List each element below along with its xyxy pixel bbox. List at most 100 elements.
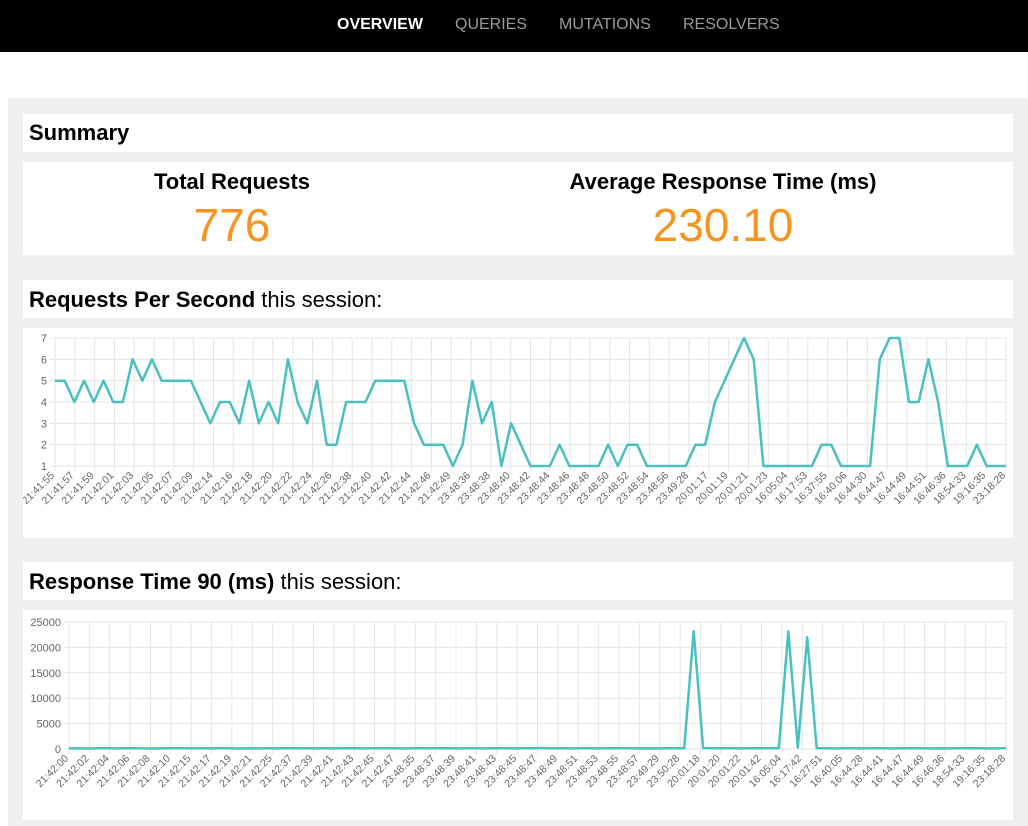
rps-data-point bbox=[724, 380, 726, 382]
total-requests-label: Total Requests bbox=[153, 169, 311, 194]
rt-data-point bbox=[702, 747, 704, 749]
rps-data-point bbox=[588, 465, 590, 467]
rps-data-point bbox=[772, 465, 774, 467]
rps-data-point bbox=[792, 465, 794, 467]
rps-data-point bbox=[753, 358, 755, 360]
rps-data-point bbox=[306, 422, 308, 424]
rt-data-point bbox=[484, 747, 486, 749]
rt-data-point bbox=[570, 747, 572, 749]
rps-data-point bbox=[151, 358, 153, 360]
rps-data-point bbox=[840, 465, 842, 467]
rps-ytick-label: 1 bbox=[41, 461, 47, 473]
rt-data-point bbox=[835, 747, 837, 749]
rt-data-point bbox=[797, 746, 799, 748]
rps-data-point bbox=[180, 380, 182, 382]
rps-data-point bbox=[733, 358, 735, 360]
rps-data-point bbox=[918, 401, 920, 403]
rt-data-point bbox=[447, 747, 449, 749]
rt-data-point bbox=[466, 747, 468, 749]
rps-data-point bbox=[103, 380, 105, 382]
rps-data-point bbox=[510, 422, 512, 424]
rps-data-point bbox=[413, 422, 415, 424]
rt-ytick-label: 15000 bbox=[30, 668, 61, 680]
rps-data-point bbox=[617, 465, 619, 467]
summary-title: Summary bbox=[29, 120, 130, 145]
rt-data-point bbox=[418, 747, 420, 749]
rps-ytick-label: 6 bbox=[41, 354, 47, 366]
rps-data-point bbox=[801, 465, 803, 467]
rt-data-point bbox=[172, 747, 174, 749]
rps-data-point bbox=[636, 444, 638, 446]
rt-data-point bbox=[721, 747, 723, 749]
rps-data-point bbox=[607, 444, 609, 446]
rt-data-point bbox=[437, 747, 439, 749]
rps-series-line bbox=[55, 336, 1006, 468]
rps-data-point bbox=[161, 380, 163, 382]
rt-data-point bbox=[693, 630, 695, 632]
rps-data-point bbox=[869, 465, 871, 467]
rt-data-point bbox=[541, 747, 543, 749]
rps-data-point bbox=[927, 358, 929, 360]
rps-data-point bbox=[656, 465, 658, 467]
rt-data-point bbox=[636, 747, 638, 749]
nav-tab-queries[interactable]: QUERIES bbox=[455, 16, 528, 33]
rt-data-point bbox=[816, 747, 818, 749]
rt-data-point bbox=[939, 747, 941, 749]
rps-data-point bbox=[170, 380, 172, 382]
rps-data-point bbox=[190, 380, 192, 382]
rt-data-point bbox=[854, 747, 856, 749]
rt-data-point bbox=[201, 747, 203, 749]
rps-data-point bbox=[200, 401, 202, 403]
rps-data-point bbox=[112, 401, 114, 403]
rt-data-point bbox=[825, 747, 827, 749]
rt-data-point bbox=[749, 747, 751, 749]
rps-data-point bbox=[267, 401, 269, 403]
rps-data-point bbox=[316, 380, 318, 382]
rt-data-point bbox=[153, 747, 155, 749]
rt-ytick-label: 25000 bbox=[30, 617, 61, 629]
rps-chart: 123456721:41:5521:41:5721:41:5921:42:012… bbox=[23, 333, 1008, 507]
rps-data-point bbox=[995, 465, 997, 467]
rt-ytick-label: 20000 bbox=[30, 642, 61, 654]
rt-data-point bbox=[409, 747, 411, 749]
rt-data-point bbox=[134, 747, 136, 749]
rps-data-point bbox=[83, 380, 85, 382]
rt-data-point bbox=[361, 747, 363, 749]
rps-data-point bbox=[898, 337, 900, 339]
rps-data-point bbox=[122, 401, 124, 403]
total-requests-value: 776 bbox=[193, 199, 271, 251]
rt-title: Response Time 90 (ms) this session: bbox=[29, 569, 402, 595]
rps-data-point bbox=[248, 380, 250, 382]
rps-header: Requests Per Second this session: bbox=[23, 280, 1013, 318]
rt-data-point bbox=[1005, 747, 1007, 749]
rps-data-point bbox=[141, 380, 143, 382]
rt-chart-card: 0 5000 10000 15000 20000 25000 21:42:00 21:42:0… bbox=[23, 610, 1013, 820]
rps-data-point bbox=[830, 444, 832, 446]
rt-data-point bbox=[229, 747, 231, 749]
rt-data-point bbox=[513, 747, 515, 749]
rps-data-point bbox=[287, 358, 289, 360]
rps-data-point bbox=[355, 401, 357, 403]
rt-data-point bbox=[210, 747, 212, 749]
rt-data-point bbox=[87, 747, 89, 749]
rt-data-point bbox=[626, 747, 628, 749]
rt-data-point bbox=[352, 747, 354, 749]
rt-data-point bbox=[144, 747, 146, 749]
rt-data-point bbox=[967, 747, 969, 749]
rt-data-point bbox=[238, 747, 240, 749]
rps-ytick-label: 7 bbox=[41, 333, 47, 345]
rps-data-point bbox=[937, 401, 939, 403]
rt-data-point bbox=[589, 747, 591, 749]
rt-data-point bbox=[598, 747, 600, 749]
rt-data-point bbox=[996, 747, 998, 749]
rps-data-point bbox=[704, 444, 706, 446]
rps-data-point bbox=[462, 444, 464, 446]
rt-data-point bbox=[768, 747, 770, 749]
rt-data-point bbox=[910, 747, 912, 749]
rps-chart-card: 1 2 3 4 5 6 7 21:41:55 21:41:57 21:41:59 21:42:01 2… bbox=[23, 328, 1013, 538]
nav-tab-overview[interactable]: OVERVIEW bbox=[337, 16, 423, 33]
rps-data-point bbox=[229, 401, 231, 403]
rt-data-point bbox=[920, 747, 922, 749]
nav-tab-mutations[interactable]: MUTATIONS bbox=[559, 16, 651, 33]
nav-tab-resolvers[interactable]: RESOLVERS bbox=[683, 16, 780, 33]
